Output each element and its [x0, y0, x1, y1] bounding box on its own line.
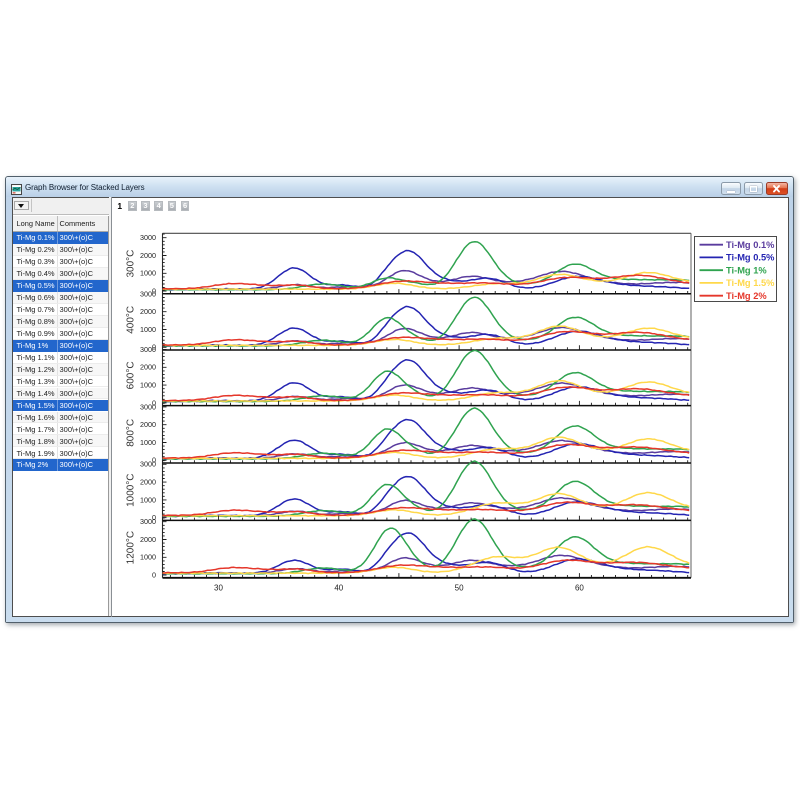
svg-text:2000: 2000 [140, 420, 156, 429]
svg-text:1000: 1000 [140, 381, 156, 390]
svg-text:3000: 3000 [140, 460, 156, 469]
svg-text:0: 0 [152, 287, 156, 296]
svg-text:Ti-Mg 0.1%: Ti-Mg 0.1% [726, 240, 775, 250]
svg-text:0: 0 [152, 456, 156, 465]
svg-text:0: 0 [152, 571, 156, 580]
svg-text:1000: 1000 [140, 438, 156, 447]
svg-text:Ti-Mg 1.5%: Ti-Mg 1.5% [726, 278, 775, 288]
svg-text:Ti-Mg 0.5%: Ti-Mg 0.5% [726, 253, 775, 263]
svg-text:0: 0 [152, 343, 156, 352]
svg-text:60: 60 [575, 584, 584, 593]
svg-text:50: 50 [455, 584, 464, 593]
svg-text:30: 30 [214, 584, 223, 593]
svg-text:1200°C: 1200°C [126, 531, 137, 564]
svg-text:3000: 3000 [140, 402, 156, 411]
svg-text:2000: 2000 [140, 307, 156, 316]
svg-text:1000: 1000 [140, 269, 156, 278]
svg-text:1000: 1000 [140, 553, 156, 562]
svg-text:400°C: 400°C [126, 306, 137, 334]
svg-text:1000°C: 1000°C [126, 473, 137, 506]
svg-text:600°C: 600°C [126, 361, 137, 389]
svg-text:300°C: 300°C [126, 250, 137, 278]
svg-text:3000: 3000 [140, 345, 156, 354]
svg-text:0: 0 [152, 513, 156, 522]
svg-text:800°C: 800°C [126, 419, 137, 447]
svg-text:3000: 3000 [140, 289, 156, 298]
svg-text:Ti-Mg 1%: Ti-Mg 1% [726, 265, 767, 275]
svg-text:1000: 1000 [140, 495, 156, 504]
svg-text:40: 40 [334, 584, 343, 593]
svg-text:2000: 2000 [140, 478, 156, 487]
svg-text:2000: 2000 [140, 251, 156, 260]
svg-text:2000: 2000 [140, 535, 156, 544]
svg-text:Ti-Mg 2%: Ti-Mg 2% [726, 291, 767, 301]
svg-text:3000: 3000 [140, 233, 156, 242]
svg-text:3000: 3000 [140, 517, 156, 526]
svg-text:1000: 1000 [140, 325, 156, 334]
svg-text:0: 0 [152, 398, 156, 407]
svg-text:2000: 2000 [140, 363, 156, 372]
